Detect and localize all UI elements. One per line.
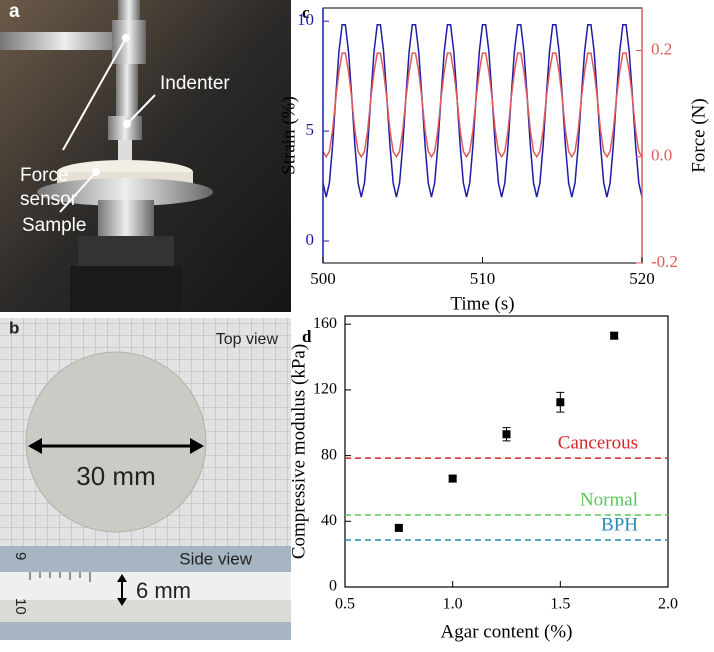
y-tick-label: 120: [313, 381, 337, 398]
data-point: [448, 474, 457, 483]
data-point: [610, 331, 619, 340]
column: [98, 200, 154, 236]
data-line: [322, 23, 643, 198]
view-label: Top view: [216, 331, 279, 348]
y2-tick-label: 0.0: [651, 146, 672, 165]
ruler-label: 10: [12, 598, 29, 615]
reference-label: Normal: [580, 489, 638, 510]
y-tick-label: 80: [321, 446, 337, 463]
view-label: Side view: [179, 549, 252, 568]
ruler-ticks: [29, 572, 91, 582]
y2-tick-label: 0.2: [651, 39, 672, 58]
pointer: [59, 171, 97, 213]
ruler-label: 9: [12, 552, 29, 560]
stage: [37, 178, 213, 206]
y-axis-label: Strain (%): [278, 96, 299, 175]
base: [78, 236, 174, 266]
data-point: [556, 398, 565, 407]
pointer-dot: [122, 34, 130, 42]
dimension-label: 6 mm: [136, 578, 191, 603]
x-axis-label: Time (s): [450, 293, 514, 314]
data-point: [394, 523, 403, 532]
arm: [0, 32, 130, 50]
label: Force: [20, 165, 69, 186]
base: [70, 266, 182, 312]
y-tick-label: 160: [313, 315, 337, 332]
pointer: [126, 94, 156, 125]
reference-label: Cancerous: [558, 432, 638, 453]
y2-tick-label: -0.2: [651, 252, 678, 271]
x-tick-label: 0.5: [335, 596, 355, 613]
x-tick-label: 1.5: [550, 596, 570, 613]
panel-label: d: [302, 327, 312, 346]
panel-label: a: [9, 1, 20, 22]
x-axis-label: Agar content (%): [441, 621, 573, 642]
indenter-tip: [118, 140, 132, 164]
y-tick-label: 0: [329, 578, 337, 595]
x-tick-label: 520: [629, 269, 655, 288]
y-tick-label: 10: [297, 10, 314, 29]
photo-b: 30 mm Top view 9 10 Side view 6 mm b: [0, 318, 291, 640]
x-tick-label: 500: [310, 269, 336, 288]
pointer-dot: [92, 168, 100, 176]
panel-label: c: [302, 3, 310, 22]
pointer: [62, 37, 127, 151]
reference-label: BPH: [601, 514, 638, 535]
photo-a: Force sensor Indenter Sample a: [0, 0, 291, 312]
sample-top: [25, 351, 207, 533]
pointer-dot: [123, 120, 131, 128]
data-line: [322, 52, 643, 159]
sample-side: [0, 600, 291, 622]
panel-label: b: [9, 318, 19, 337]
label: Sample: [22, 215, 86, 236]
label: sensor: [20, 189, 78, 210]
dimension-label: 30 mm: [76, 461, 155, 491]
y2-axis-label: Force (N): [688, 98, 709, 172]
label: Indenter: [160, 73, 230, 94]
y-axis-label: Compressive modulus (kPa): [288, 344, 309, 559]
sensor-body: [112, 20, 146, 64]
arrowheads: [117, 574, 127, 606]
y-tick-label: 40: [321, 512, 337, 529]
indenter-holder: [108, 116, 142, 140]
y-tick-label: 0: [306, 230, 315, 249]
y-tick-label: 5: [306, 120, 315, 139]
x-tick-label: 2.0: [658, 596, 678, 613]
rod: [116, 64, 138, 116]
x-tick-label: 510: [470, 269, 496, 288]
plot-frame: [344, 315, 669, 588]
x-tick-label: 1.0: [443, 596, 463, 613]
data-point: [502, 430, 511, 439]
